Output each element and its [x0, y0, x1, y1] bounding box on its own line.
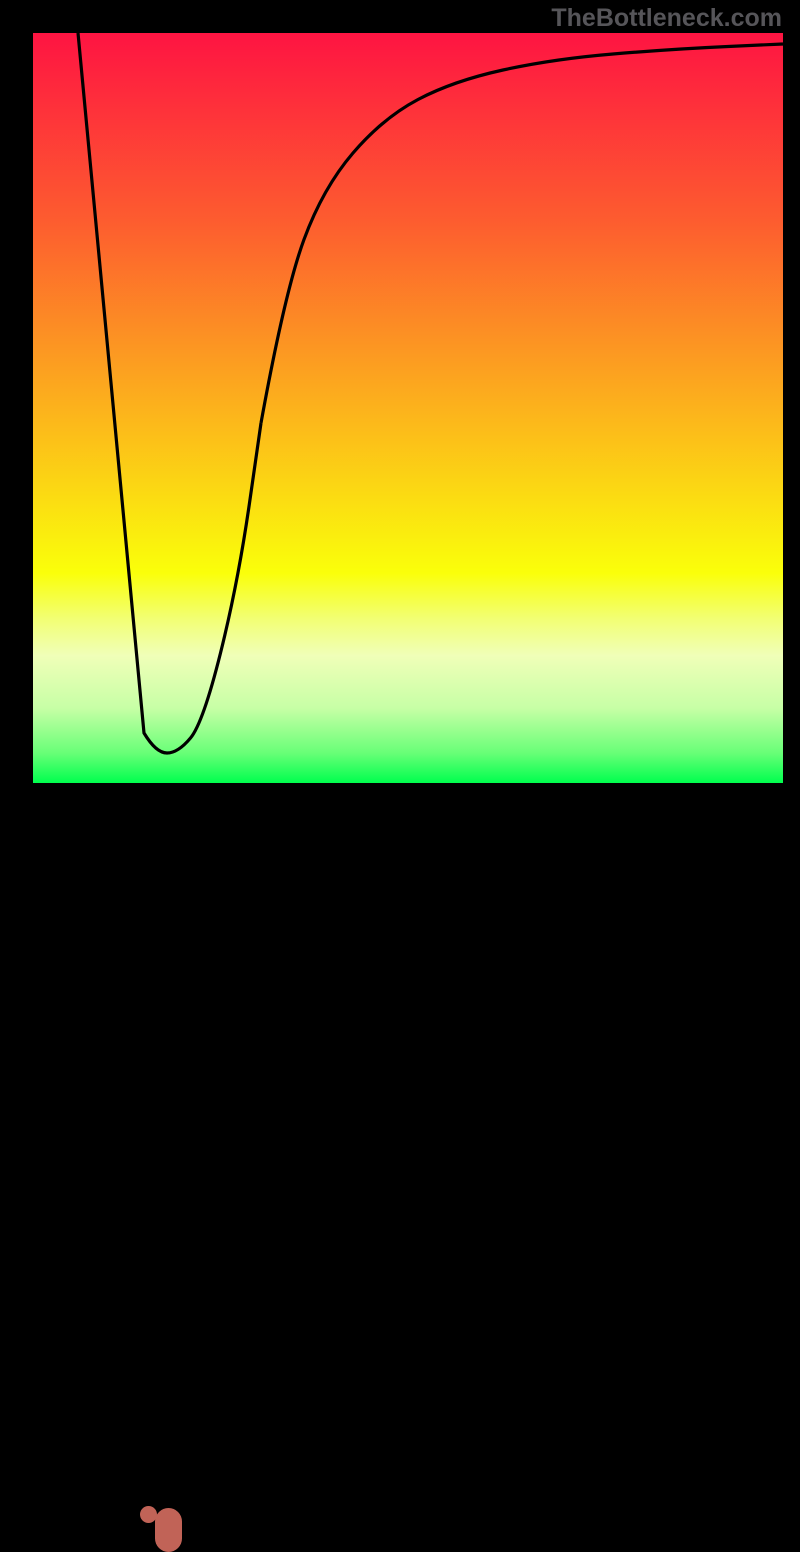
v-curve	[78, 33, 261, 753]
plot-area	[33, 33, 783, 783]
log-curve	[261, 44, 783, 423]
minimum-marker-pill	[155, 1508, 182, 1552]
minimum-marker-dot	[140, 1506, 157, 1523]
curve-layer	[33, 33, 783, 783]
chart-container: TheBottleneck.com	[0, 0, 800, 800]
watermark-text: TheBottleneck.com	[551, 4, 782, 33]
